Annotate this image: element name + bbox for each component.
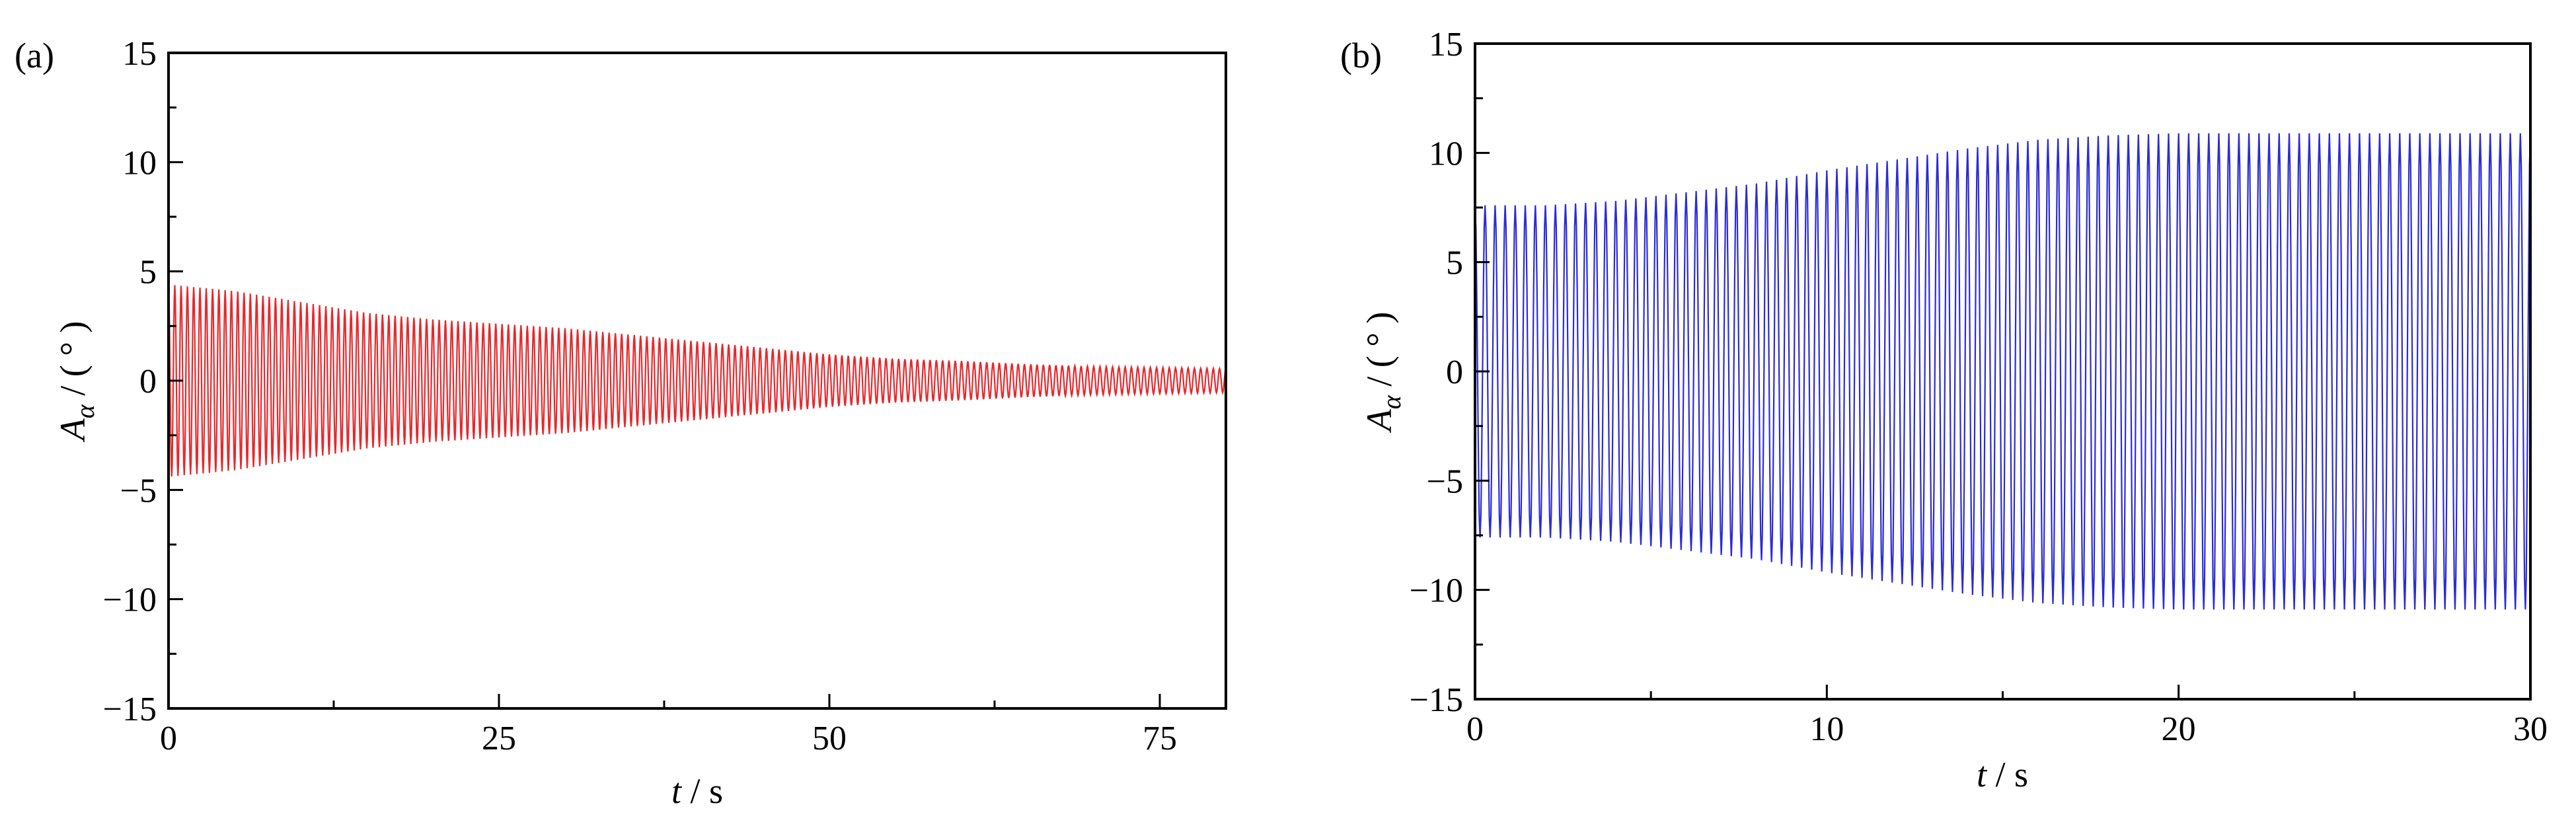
panel-b-xtick-label: 10 [1809, 710, 1844, 748]
panel-b-ytick-label: −5 [1427, 463, 1463, 500]
panel-a-ytick-label: −10 [103, 582, 157, 619]
panel-a-ylabel-unit: ( ° ) [53, 321, 93, 377]
panel-b-ytick-label: 10 [1429, 135, 1463, 172]
panel-a-ytick-label: 0 [139, 363, 157, 400]
panel-b-ytick-label: 5 [1446, 245, 1463, 282]
panel-a-xlabel-var: t [671, 771, 683, 811]
panel-b-ticks: 0 10 20 30 −15 −10 −5 0 5 10 15 [1410, 26, 2548, 748]
panel-a-series-line-0 [167, 284, 1227, 477]
panel-b-ylabel-var: A [1359, 408, 1399, 433]
panel-b-xlabel-unit: s [2014, 755, 2028, 794]
panel-b-xlabel-var: t [1977, 755, 1988, 794]
panel-a-plot [167, 284, 1227, 477]
svg-text:Aα / ( ° ): Aα / ( ° ) [1359, 312, 1406, 434]
panel-a-ytick-label: −15 [103, 691, 157, 728]
panel-b-ytick-label: 15 [1429, 26, 1463, 63]
panel-b-yaxis-title: Aα / ( ° ) [1359, 312, 1406, 434]
svg-text:Aα / ( ° ): Aα / ( ° ) [53, 321, 100, 443]
panel-b-ytick-label: −15 [1410, 681, 1463, 719]
panel-a: (a) Aα / ( ° ) t / s 0 25 50 75 −15 −10 −5 0 5 10… [15, 35, 1227, 811]
panel-b-ylabel-unit: ( ° ) [1359, 312, 1399, 368]
panel-a-xlabel-unit: s [709, 771, 723, 811]
panel-b-xtick-label: 0 [1466, 710, 1484, 748]
panel-b-ylabel-sub: α [1377, 395, 1406, 409]
panel-a-xtick-label: 0 [160, 720, 177, 757]
panel-a-ticks: 0 25 50 75 −15 −10 −5 0 5 10 15 [103, 35, 1177, 757]
panel-a-ylabel-var: A [53, 418, 93, 442]
panel-b-ytick-label: −10 [1410, 572, 1463, 610]
panel-b: (b) Aα / ( ° ) t / s 0 10 20 30 −15 −10 −5 0 5 10… [1340, 26, 2548, 794]
panel-a-xtick-label: 50 [812, 720, 847, 757]
panel-a-ytick-label: 15 [122, 35, 157, 73]
panel-b-ytick-label: 0 [1446, 354, 1463, 391]
panel-a-ytick-label: −5 [120, 472, 157, 510]
panel-a-ylabel-sub: α [70, 404, 100, 418]
panel-a-yaxis-title: Aα / ( ° ) [53, 321, 100, 443]
panel-b-xtick-label: 20 [2162, 710, 2196, 748]
panel-a-ytick-label: 5 [139, 254, 157, 291]
panel-b-plot [1474, 133, 2532, 610]
panel-a-ytick-label: 10 [122, 144, 157, 182]
panel-b-xtick-label: 30 [2513, 710, 2548, 748]
panel-a-label: (a) [15, 36, 54, 75]
panel-b-series-line-0 [1474, 133, 2532, 610]
panel-b-xaxis-title: t / s [1977, 755, 2028, 794]
panel-a-xaxis-title: t / s [671, 771, 723, 811]
panel-a-xtick-label: 75 [1143, 720, 1177, 757]
panel-b-label: (b) [1340, 36, 1382, 75]
panel-a-xtick-label: 25 [482, 720, 516, 757]
